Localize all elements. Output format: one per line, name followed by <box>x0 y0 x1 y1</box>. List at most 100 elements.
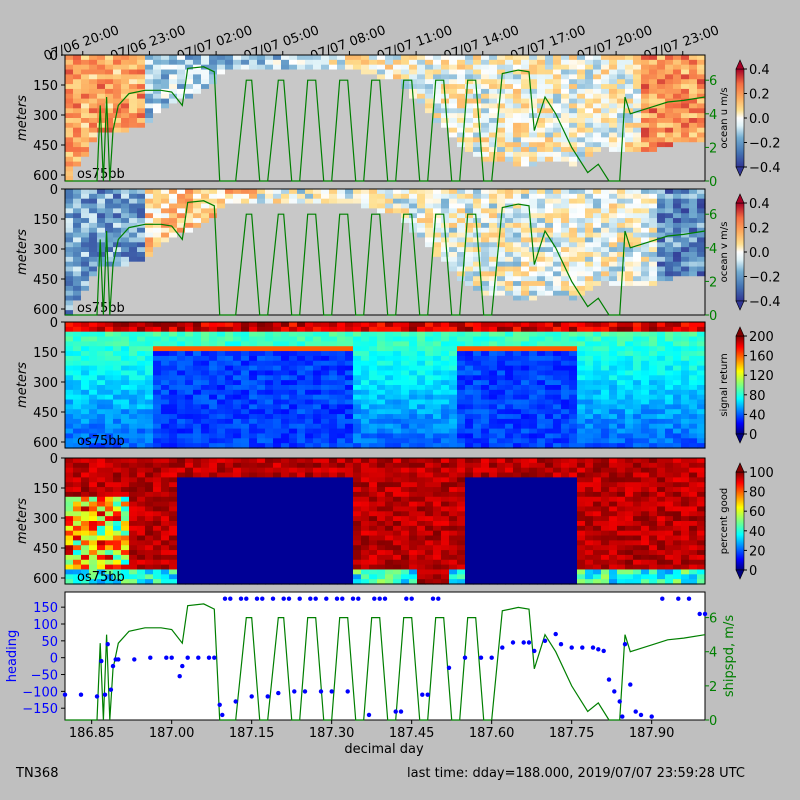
heatmap-cell <box>145 341 154 347</box>
heatmap-cell <box>273 74 282 80</box>
heatmap-cell <box>185 189 194 195</box>
colorbar-tick-label: −0.2 <box>749 137 781 152</box>
heatmap-cell <box>385 193 394 200</box>
heatmap-cell <box>97 389 106 396</box>
heatmap-cell <box>449 189 458 195</box>
heatmap-cell <box>417 137 426 143</box>
heatmap-cell <box>489 176 498 182</box>
heatmap-cell <box>121 142 130 148</box>
heatmap-cell <box>217 127 226 134</box>
heatmap-cell <box>65 137 74 143</box>
heatmap-cell <box>249 247 258 253</box>
heatmap-cell <box>417 237 426 243</box>
heatmap-cell <box>593 137 602 143</box>
heatmap-cell <box>505 79 514 85</box>
heatmap-cell <box>201 122 210 129</box>
heatmap-cell <box>217 346 226 352</box>
heatmap-cell <box>137 271 146 277</box>
heatmap-cell <box>593 213 602 219</box>
heatmap-cell <box>497 276 506 282</box>
heatmap-cell <box>209 79 218 85</box>
heatmap-cell <box>657 55 666 61</box>
heatmap-cell <box>289 161 298 168</box>
heatmap-cell <box>121 113 130 119</box>
heatmap-cell <box>377 285 386 292</box>
heatmap-cell <box>73 171 82 177</box>
heatmap-cell <box>273 108 282 114</box>
heatmap-cell <box>241 232 250 239</box>
heatmap-cell <box>121 310 130 316</box>
heatmap-cell <box>369 59 378 66</box>
heatmap-cell <box>393 227 402 234</box>
heatmap-cell <box>113 232 122 239</box>
heatmap-cell <box>553 266 562 272</box>
heatmap-cell <box>625 93 634 100</box>
heatmap-cell <box>161 252 170 258</box>
heatmap-cell <box>641 310 650 316</box>
heatmap-cell <box>233 305 242 311</box>
heatmap-cell <box>625 271 634 277</box>
heatmap-cell <box>401 98 410 105</box>
heatmap-cell <box>353 252 362 258</box>
heatmap-cell <box>601 161 610 168</box>
heatmap-cell <box>217 276 226 282</box>
heatmap-cell <box>233 365 242 372</box>
heatmap-cell <box>161 213 170 219</box>
heatmap-cell <box>177 108 186 114</box>
heatmap-cell <box>121 98 130 105</box>
heatmap-cell <box>121 59 130 66</box>
heatmap-cell <box>289 222 298 229</box>
heatmap-cell <box>425 276 434 282</box>
heatmap-cell <box>249 266 258 272</box>
heatmap-cell <box>305 176 314 182</box>
heatmap-cell <box>169 237 178 243</box>
heatmap-cell <box>257 122 266 129</box>
heatmap-cell <box>401 261 410 268</box>
heatmap-cell <box>665 242 674 248</box>
heatmap-cell <box>609 232 618 239</box>
heatmap-cell <box>273 428 282 435</box>
heatmap-cell <box>649 218 658 224</box>
heatmap-cell <box>161 203 170 209</box>
heatmap-cell <box>561 171 570 177</box>
heatmap-cell <box>657 74 666 80</box>
heatmap-cell <box>265 351 274 357</box>
heatmap-cell <box>441 266 450 272</box>
heatmap-cell <box>409 118 418 124</box>
heatmap-cell <box>665 147 674 153</box>
heatmap-cell <box>297 147 306 153</box>
heatmap-cell <box>585 127 594 134</box>
heatmap-cell <box>489 193 498 200</box>
heatmap-cell <box>97 423 106 430</box>
heatmap-cell <box>529 203 538 209</box>
heatmap-cell <box>273 331 282 338</box>
heatmap-cell <box>585 137 594 143</box>
y-axis-label: meters <box>15 229 30 275</box>
heatmap-cell <box>257 203 266 209</box>
heatmap-cell <box>625 113 634 119</box>
heatmap-cell <box>105 326 114 333</box>
heatmap-cell <box>649 137 658 143</box>
heatmap-cell <box>433 137 442 143</box>
heatmap-cell <box>81 232 90 239</box>
heatmap-cell <box>353 156 362 163</box>
heatmap-cell <box>617 252 626 258</box>
heatmap-cell <box>185 227 194 234</box>
heatmap-cell <box>537 55 546 61</box>
heatmap-cell <box>353 198 362 205</box>
heatmap-cell <box>585 103 594 109</box>
heatmap-cell <box>449 98 458 105</box>
heatmap-cell <box>137 252 146 258</box>
heatmap-cell <box>577 147 586 153</box>
heatmap-cell <box>425 171 434 177</box>
heatmap-cell <box>113 375 122 381</box>
heatmap-cell <box>649 198 658 205</box>
heatmap-cell <box>569 127 578 134</box>
heatmap-cell <box>665 166 674 172</box>
heatmap-cell <box>241 281 250 287</box>
colorbar-tick-label: −0.4 <box>749 295 781 310</box>
heatmap-cell <box>513 93 522 100</box>
heatmap-cell <box>601 218 610 224</box>
heatmap-cell <box>417 256 426 263</box>
heatmap-cell <box>105 399 114 405</box>
